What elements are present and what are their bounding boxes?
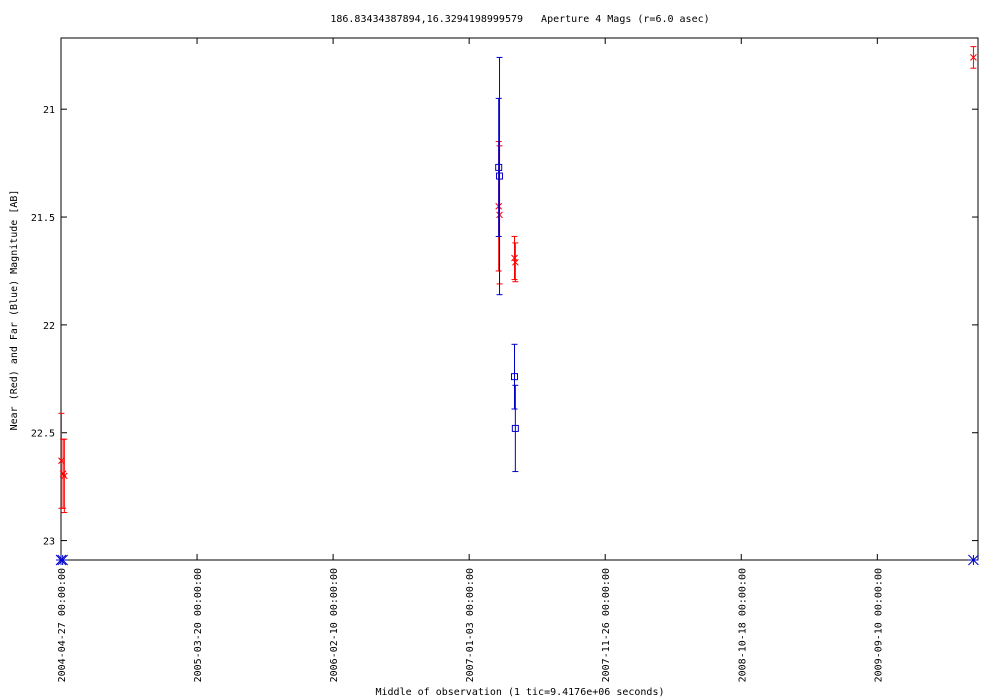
square-marker	[511, 424, 519, 432]
x-marker	[970, 54, 977, 61]
x-axis-ticks: 2004-04-27 00:00:00 2005-03-20 00:00:00 20…	[57, 38, 884, 682]
near-data-point	[970, 46, 977, 69]
x-tick-label: 2007-01-03 00:00:00	[465, 568, 476, 682]
asterisk-stroke	[57, 554, 69, 566]
x-tick-label: 2007-11-26 00:00:00	[601, 568, 612, 682]
x-marker	[59, 470, 67, 478]
near-data-point	[511, 235, 518, 281]
x-tick-label: 2006-02-10 00:00:00	[329, 568, 340, 682]
x-tick-label: 2005-03-20 00:00:00	[193, 568, 204, 682]
data-series	[55, 46, 979, 566]
y-tick-label: 23	[43, 537, 55, 548]
near-data-point	[60, 438, 68, 514]
y-tick-label: 21	[43, 105, 55, 116]
x-marker	[511, 258, 519, 266]
plot-frame	[60, 37, 979, 561]
x-axis-label: Middle of observation (1 tic=9.4176e+06 …	[376, 687, 665, 698]
square-marker	[496, 172, 504, 180]
chart-title: 186.83434387894,16.3294198999579 Apertur…	[330, 14, 709, 25]
x-tick-label: 2009-09-10 00:00:00	[873, 568, 884, 682]
y-tick-label: 21.5	[31, 213, 55, 224]
far-data-point	[511, 384, 519, 473]
x-marker	[60, 472, 68, 480]
x-tick-label: 2008-10-18 00:00:00	[737, 568, 748, 682]
far-data-point	[495, 97, 503, 237]
square-marker	[495, 163, 503, 171]
limit-marker	[57, 554, 69, 566]
y-tick-label: 22	[43, 321, 55, 332]
limit-marker	[968, 554, 979, 566]
far-data-point	[511, 343, 519, 410]
far-data-point	[496, 56, 504, 296]
square-marker	[511, 373, 519, 381]
x-tick-label: 2004-04-27 00:00:00	[57, 568, 68, 682]
y-axis-ticks: 21 21.5 22 22.5 23	[31, 105, 978, 548]
near-data-point	[511, 242, 519, 283]
y-tick-label: 22.5	[31, 429, 55, 440]
y-axis-label: Near (Red) and Far (Blue) Magnitude [AB]	[9, 190, 20, 431]
asterisk-stroke	[968, 554, 979, 566]
